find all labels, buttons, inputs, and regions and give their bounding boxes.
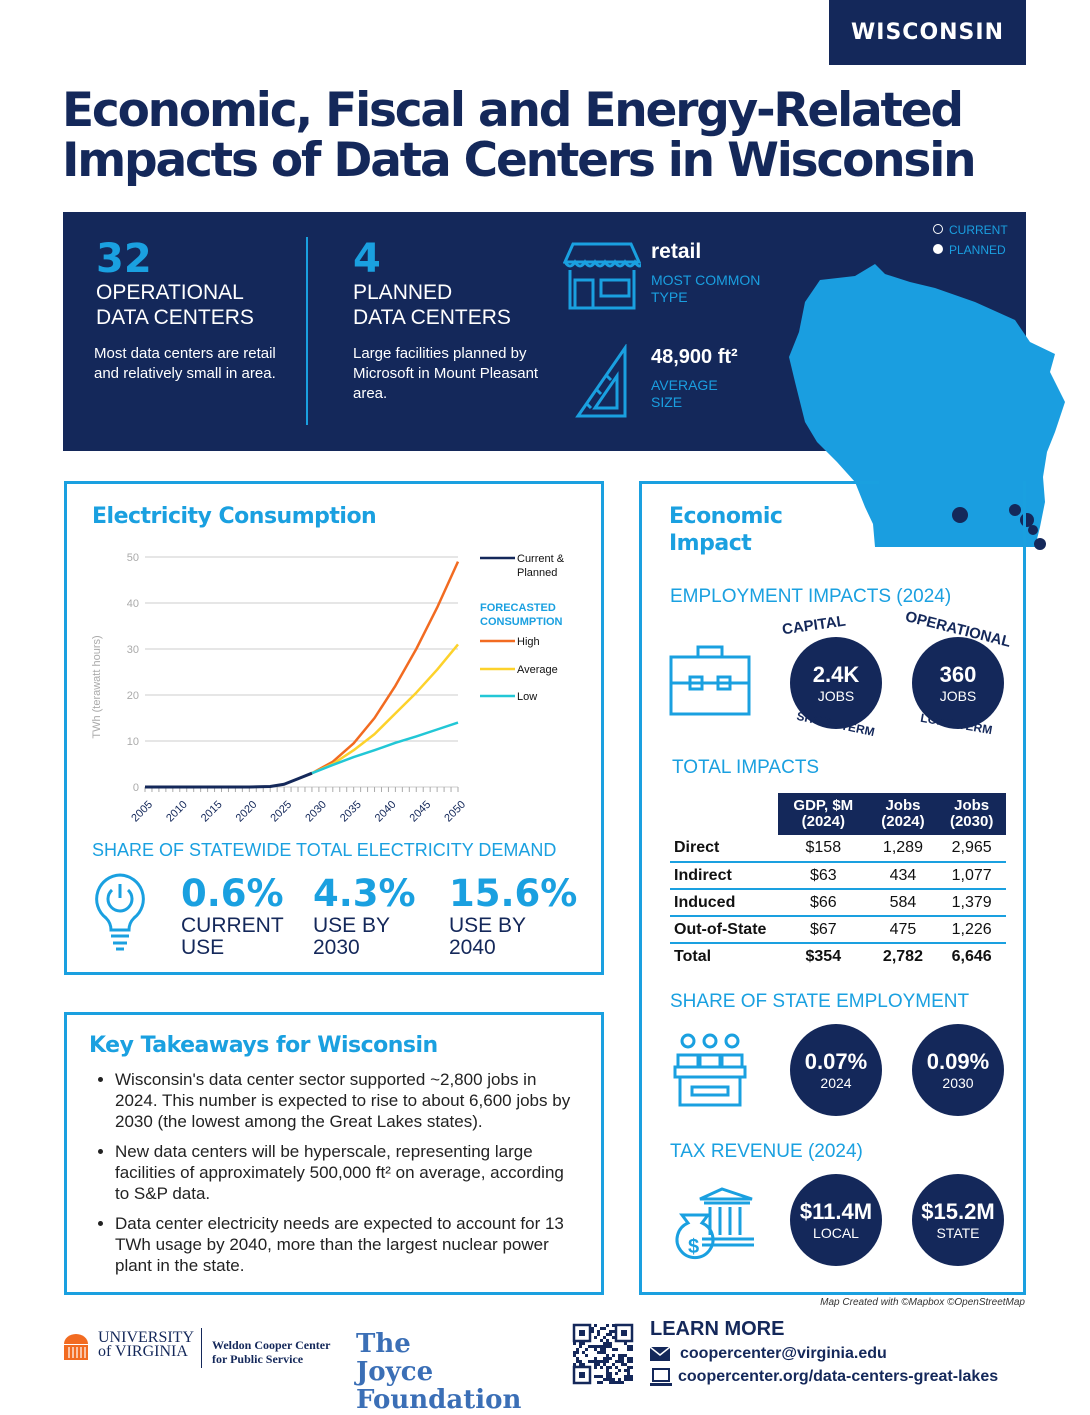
set-square-icon — [575, 344, 627, 418]
y-tick-label: 30 — [127, 644, 139, 656]
local-tax-circle: $11.4M LOCAL — [790, 1174, 882, 1266]
takeaway-item: Data center electricity needs are expect… — [115, 1213, 581, 1276]
operational-label: OPERATIONAL DATA CENTERS — [96, 281, 254, 329]
series-line-current-planned — [145, 771, 313, 789]
legend-group-title-cont: CONSUMPTION — [480, 616, 563, 628]
takeaway-item: Wisconsin's data center sector supported… — [115, 1069, 581, 1132]
table-row: Direct $158 1,289 2,965 — [670, 835, 1006, 863]
type-label: MOST COMMON TYPE — [651, 272, 761, 305]
electricity-heading: Electricity Consumption — [92, 504, 377, 529]
electricity-panel: Electricity Consumption SHARE OF STATEWI… — [64, 481, 604, 975]
economic-heading: Economic Impact — [669, 504, 783, 556]
y-tick-label: 0 — [133, 782, 139, 794]
series-line-high — [311, 561, 460, 775]
legend-label-cont: Planned — [517, 567, 557, 579]
joyce-logo: The Joyce Foundation — [356, 1329, 522, 1415]
x-tick-label: 2045 — [408, 799, 434, 825]
map-credit: Map Created with ©Mapbox ©OpenStreetMap — [820, 1297, 1025, 1308]
tax-heading: TAX REVENUE (2024) — [670, 1141, 863, 1162]
size-label: AVERAGE SIZE — [651, 377, 718, 410]
takeaways-list: Wisconsin's data center sector supported… — [91, 1069, 581, 1285]
y-axis-label: TWh (terawatt hours) — [91, 635, 103, 738]
y-tick-label: 50 — [127, 552, 139, 564]
takeaway-item: New data centers will be hyperscale, rep… — [115, 1141, 581, 1204]
share-heading: SHARE OF STATEWIDE TOTAL ELECTRICITY DEM… — [92, 840, 557, 860]
share-2024-circle: 0.07% 2024 — [790, 1024, 882, 1116]
x-tick-label: 2030 — [303, 799, 329, 825]
takeaways-heading: Key Takeaways for Wisconsin — [89, 1033, 438, 1058]
share-2030: 4.3% USE BY 2030 — [313, 872, 416, 959]
email-link[interactable]: coopercenter@virginia.edu — [650, 1345, 887, 1363]
state-tag: WISCONSIN — [829, 0, 1026, 65]
x-tick-label: 2025 — [268, 799, 294, 825]
x-tick-label: 2035 — [338, 799, 364, 825]
svg-text:$: $ — [688, 1236, 699, 1258]
x-tick-label: 2010 — [164, 799, 190, 825]
y-tick-label: 40 — [127, 598, 139, 610]
series-line-low — [311, 721, 459, 775]
table-row: Induced $66 584 1,379 — [670, 889, 1006, 917]
legend-label: Current & — [517, 553, 565, 565]
x-tick-label: 2020 — [234, 799, 260, 825]
col-jobs-2024: Jobs (2024) — [868, 793, 938, 835]
briefcase-icon — [669, 645, 751, 716]
total-impacts-heading: TOTAL IMPACTS — [672, 757, 820, 778]
legend-label: Low — [517, 691, 537, 703]
col-jobs-2030: Jobs (2030) — [937, 793, 1006, 835]
share-2040: 15.6% USE BY 2040 — [449, 872, 578, 959]
share-2030-circle: 0.09% 2030 — [912, 1024, 1004, 1116]
size-value: 48,900 ft² — [651, 346, 738, 368]
takeaways-panel: Key Takeaways for Wisconsin Wisconsin's … — [64, 1012, 604, 1295]
page-title: Economic, Fiscal and Energy-Related Impa… — [62, 86, 1052, 186]
table-row: Out-of-State $67 475 1,226 — [670, 916, 1006, 944]
table-row: Indirect $63 434 1,077 — [670, 862, 1006, 890]
x-tick-label: 2050 — [442, 799, 468, 825]
impacts-table: GDP, $M (2024) Jobs (2024) Jobs (2030) Dire… — [670, 793, 1006, 970]
current-marker-icon — [933, 224, 943, 234]
x-tick-label: 2005 — [129, 799, 155, 825]
planned-count: 4 — [353, 236, 381, 282]
x-tick-label: 2015 — [199, 799, 225, 825]
planned-marker-icon — [933, 244, 943, 254]
qr-code[interactable] — [572, 1323, 634, 1385]
capital-jobs-circle: 2.4K JOBS — [790, 637, 882, 729]
table-row-total: Total $354 2,782 6,646 — [674, 948, 992, 965]
title-line-1: Economic, Fiscal and Energy-Related — [62, 83, 964, 138]
type-value: retail — [651, 240, 702, 263]
operational-desc: Most data centers are retail and relativ… — [94, 345, 276, 382]
map-legend: CURRENT PLANNED — [933, 220, 1008, 260]
title-line-2: Impacts of Data Centers in Wisconsin — [62, 133, 977, 188]
series-line-average — [311, 643, 459, 775]
share-employment-heading: SHARE OF STATE EMPLOYMENT — [670, 991, 970, 1012]
x-tick-label: 2040 — [373, 799, 399, 825]
operational-jobs-circle: 360 JOBS — [912, 637, 1004, 729]
share-current: 0.6% CURRENT USE — [181, 872, 284, 959]
storefront-icon — [563, 242, 641, 310]
capital-arc-label: CAPITAL — [781, 612, 847, 639]
legend-label: Average — [517, 664, 558, 676]
rotunda-icon — [64, 1334, 88, 1360]
y-tick-label: 20 — [127, 690, 139, 702]
website-link[interactable]: coopercenter.org/data-centers-great-lake… — [650, 1368, 998, 1386]
legend-label: High — [517, 636, 540, 648]
planned-desc: Large facilities planned by Microsoft in… — [353, 345, 539, 402]
learn-more-heading: LEARN MORE — [650, 1318, 785, 1340]
economic-panel: Economic Impact EMPLOYMENT IMPACTS (2024)… — [639, 481, 1026, 1295]
weldon-logo: Weldon Cooper Center for Public Service — [212, 1338, 331, 1366]
planned-label: PLANNED DATA CENTERS — [353, 281, 511, 329]
operational-count: 32 — [96, 236, 152, 282]
money-bag-bank-icon: $ — [675, 1187, 754, 1260]
employment-heading: EMPLOYMENT IMPACTS (2024) — [670, 586, 952, 607]
workers-desk-icon — [673, 1033, 747, 1107]
col-gdp: GDP, $M (2024) — [778, 793, 869, 835]
laptop-icon — [650, 1368, 672, 1386]
envelope-icon — [650, 1347, 670, 1361]
uva-logo: UNIVERSITY of VIRGINIA — [62, 1330, 198, 1360]
y-tick-label: 10 — [127, 736, 139, 748]
state-tax-circle: $15.2M STATE — [912, 1174, 1004, 1266]
lightbulb-power-icon — [95, 873, 145, 951]
divider — [306, 237, 308, 425]
legend-group-title: FORECASTED — [480, 602, 556, 614]
